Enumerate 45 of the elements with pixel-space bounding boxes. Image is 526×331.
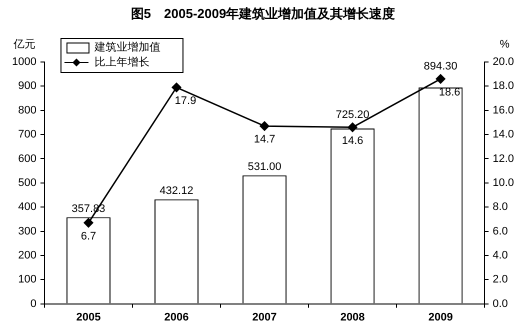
x-tick-label: 2005 <box>76 311 101 324</box>
data-label: 432.12 <box>160 184 194 197</box>
y2-tick-label: 0.0 <box>492 298 508 310</box>
y-tick-label: 200 <box>18 249 36 262</box>
legend-label: 比上年增长 <box>94 56 150 69</box>
y2-tick-label: 16.0 <box>492 104 514 116</box>
y2-tick-label: 12.0 <box>492 152 514 165</box>
point <box>84 218 94 228</box>
x-tick-label: 2008 <box>340 311 365 324</box>
y-tick-label: 600 <box>18 152 36 165</box>
y2-tick-label: 14.0 <box>492 128 514 141</box>
y-tick-label: 400 <box>18 201 36 214</box>
y-tick-label: 300 <box>18 225 36 238</box>
point <box>260 121 270 131</box>
legend-label: 建筑业增加值 <box>93 40 160 54</box>
y-tick-label: 1000 <box>12 56 36 68</box>
y-axis-title: 亿元 <box>12 38 36 51</box>
y2-axis-title: % <box>500 38 510 51</box>
data-label: 14.6 <box>342 134 364 147</box>
y-tick-label: 500 <box>18 176 36 189</box>
data-label: 14.7 <box>254 134 276 146</box>
x-tick-label: 2007 <box>252 311 277 324</box>
x-tick-label: 2006 <box>164 311 189 324</box>
y2-tick-label: 10.0 <box>492 176 514 189</box>
y-tick-label: 100 <box>18 274 36 286</box>
x-tick-label: 2009 <box>428 311 453 324</box>
data-label: 6.7 <box>80 230 96 242</box>
y-tick-label: 0 <box>30 298 36 310</box>
data-label: 894.30 <box>424 60 458 72</box>
data-label: 17.9 <box>174 94 196 107</box>
y2-tick-label: 4.0 <box>492 249 508 262</box>
point <box>172 82 182 92</box>
y-tick-label: 900 <box>18 80 36 92</box>
y2-tick-label: 8.0 <box>492 201 508 214</box>
data-label: 725.20 <box>336 108 370 121</box>
chart-title: 图5 2005-2009年建筑业增加值及其增长速度 <box>130 6 396 22</box>
point <box>348 122 358 132</box>
point <box>436 74 446 84</box>
y2-tick-label: 18.0 <box>492 80 514 92</box>
y2-tick-label: 2.0 <box>492 274 508 286</box>
data-label: 531.00 <box>248 160 282 173</box>
y2-tick-label: 20.0 <box>492 56 514 68</box>
y-tick-label: 800 <box>18 104 36 116</box>
y-tick-label: 700 <box>18 128 36 141</box>
y2-tick-label: 6.0 <box>492 225 508 238</box>
